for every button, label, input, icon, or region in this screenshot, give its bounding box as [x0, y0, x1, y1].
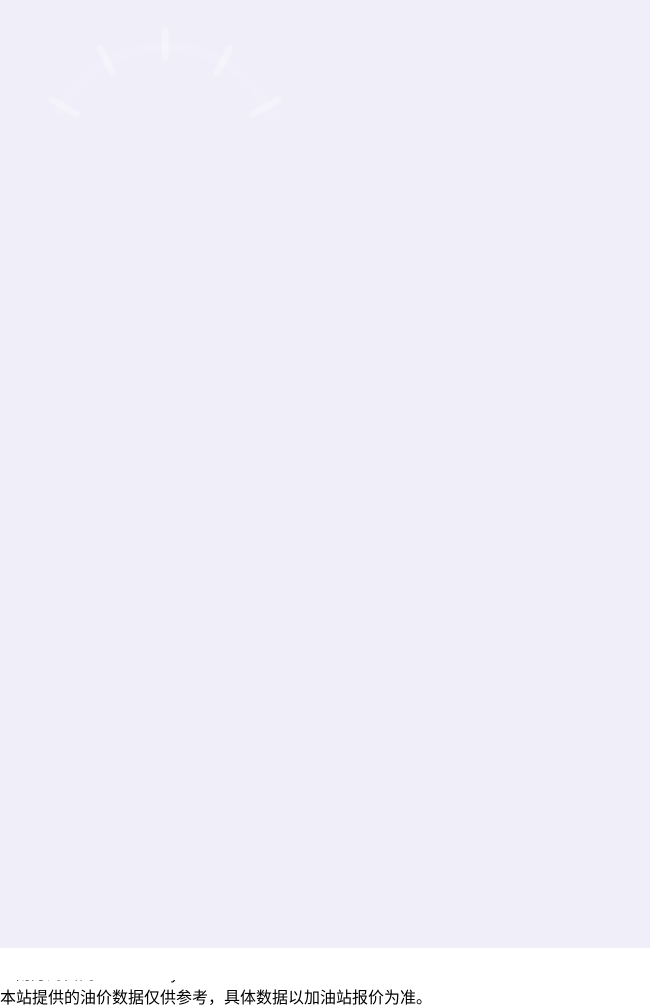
- page-background: [0, 0, 650, 948]
- fuel-gauge-icon: F: [48, 26, 282, 118]
- bottom-spacer: [0, 948, 650, 980]
- hero-header: F 梅河口市92号汽油历史油价表 南方财富网整理: [0, 0, 650, 118]
- disclaimer-text: 本站提供的油价数据仅供参考，具体数据以加油站报价为准。: [0, 990, 433, 1007]
